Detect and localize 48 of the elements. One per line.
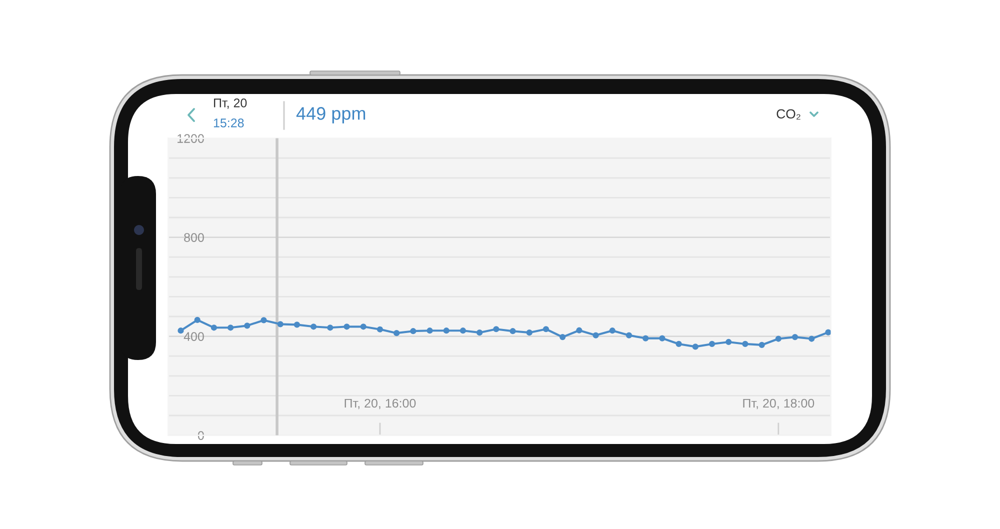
point: [626, 332, 632, 338]
point: [510, 328, 516, 334]
point: [493, 326, 500, 332]
point: [676, 340, 682, 348]
point: [708, 340, 716, 348]
point: [310, 324, 317, 330]
point: [260, 317, 267, 324]
point: [792, 334, 798, 340]
y-tick-label: 800: [184, 233, 204, 242]
point: [410, 328, 416, 334]
text: 15:28: [214, 118, 244, 128]
point: [460, 328, 466, 334]
x-tick-label: Пт, 20, 18:00: [743, 398, 814, 410]
point: [526, 330, 532, 336]
point: [210, 324, 218, 331]
point: [742, 340, 748, 348]
point: [360, 324, 366, 330]
point: [642, 335, 649, 342]
point: [726, 338, 732, 346]
point: [692, 344, 698, 350]
point: [394, 330, 400, 336]
chart-title: CO₂: [776, 109, 800, 120]
point: [592, 332, 599, 338]
point: [178, 328, 184, 334]
point: [560, 334, 566, 340]
point: [476, 330, 483, 336]
point: [228, 324, 234, 331]
point: [344, 324, 350, 330]
text: 449 ppm: [296, 107, 366, 124]
x-tick-label: Пт, 20, 16:00: [344, 398, 416, 410]
y-tick-label: 400: [184, 332, 204, 341]
point: [825, 329, 831, 336]
point: [294, 322, 300, 328]
point: [576, 327, 582, 334]
point: [609, 328, 616, 334]
point: [542, 326, 550, 332]
point: [376, 326, 384, 332]
point: [758, 342, 765, 348]
point: [194, 316, 200, 324]
point: [659, 335, 666, 342]
point: [426, 328, 433, 334]
point: [808, 336, 815, 342]
point: [277, 321, 284, 328]
point: [775, 336, 782, 342]
text: Пт, 20: [214, 98, 247, 109]
point: [443, 328, 450, 334]
point: [327, 324, 334, 331]
point: [244, 322, 250, 329]
